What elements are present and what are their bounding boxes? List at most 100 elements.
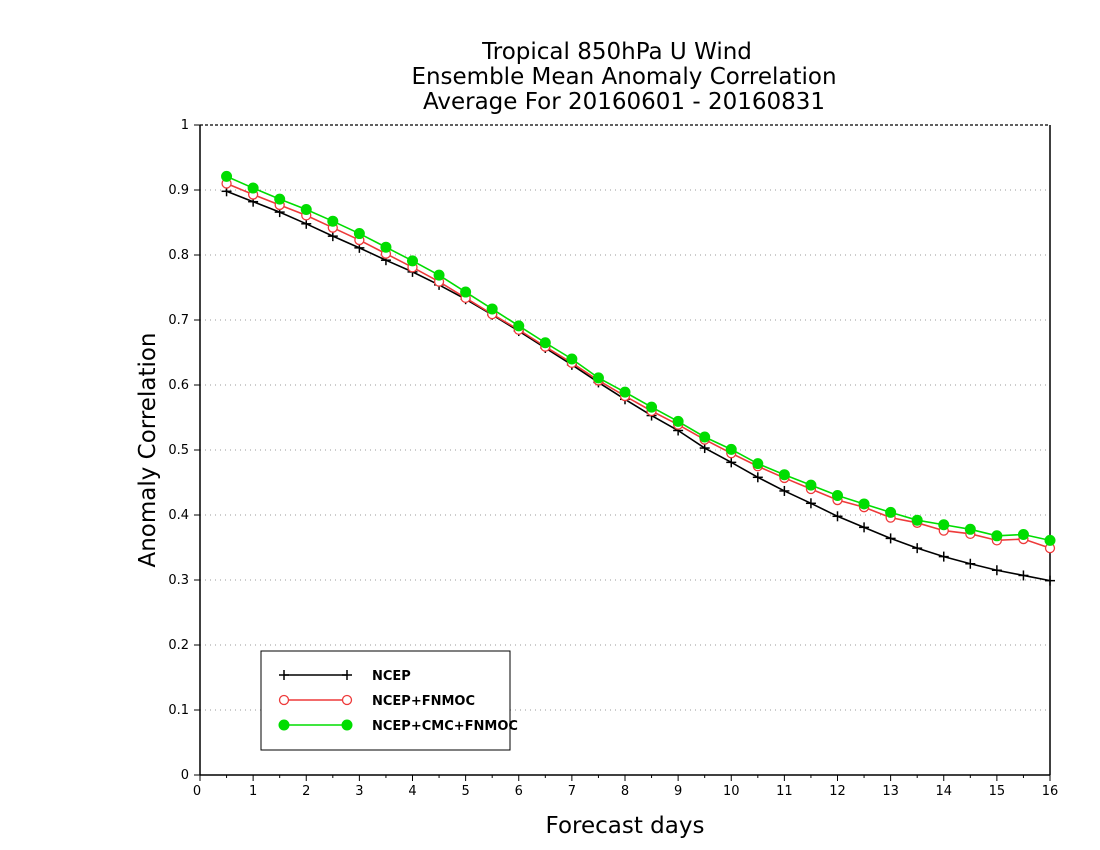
x-tick-label: 4: [408, 784, 416, 799]
legend-item-ncep-cmc-fnmoc: NCEP+CMC+FNMOC: [278, 719, 518, 734]
y-tick-label: 0.2: [168, 638, 189, 653]
data-point-ncep: [832, 511, 843, 522]
legend-item-ncep-fnmoc: NCEP+FNMOC: [278, 694, 475, 709]
y-tick-label: 0.1: [168, 703, 189, 718]
data-point-ncep-cmc-fnmoc: [513, 320, 525, 332]
grid: [200, 189, 1050, 711]
x-tick-label: 2: [302, 784, 310, 799]
y-tick-label: 0: [181, 768, 189, 783]
legend-label-ncep: NCEP: [372, 669, 411, 684]
data-point-ncep-cmc-fnmoc: [672, 415, 684, 427]
x-tick-label: 13: [882, 784, 899, 799]
y-tick-label: 0.9: [168, 183, 189, 198]
y-tick-label: 1: [181, 118, 189, 133]
x-tick-label: 14: [935, 784, 952, 799]
data-point-ncep-cmc-fnmoc: [247, 182, 259, 194]
data-point-ncep-cmc-fnmoc: [938, 519, 950, 531]
data-point-ncep: [779, 485, 790, 496]
data-point-ncep-cmc-fnmoc: [539, 337, 551, 349]
legend: NCEP NCEP+FNMOC NCEP+CMC+FNMOC: [260, 650, 518, 751]
x-tick-label: 0: [193, 784, 201, 799]
data-point-ncep-cmc-fnmoc: [460, 286, 472, 298]
data-point-ncep-cmc-fnmoc: [486, 303, 498, 315]
data-point-ncep-cmc-fnmoc: [380, 241, 392, 253]
legend-marker-right: [341, 694, 353, 706]
x-tick-label: 9: [674, 784, 682, 799]
legend-item-ncep: NCEP: [279, 669, 411, 684]
legend-marker-right: [342, 670, 352, 680]
y-tick-label: 0.8: [168, 248, 189, 263]
x-tick-label: 8: [621, 784, 629, 799]
data-point-ncep-cmc-fnmoc: [991, 530, 1003, 542]
data-point-ncep-cmc-fnmoc: [752, 458, 764, 470]
data-point-ncep: [726, 457, 737, 468]
x-tick-label: 16: [1042, 784, 1059, 799]
series-line-ncep-cmc-fnmoc: [226, 175, 1051, 542]
series-ncep-fnmoc: [221, 178, 1056, 554]
x-axis-label: Forecast days: [546, 813, 705, 839]
data-point-ncep: [1045, 575, 1055, 586]
legend-label-ncep-cmc-fnmoc: NCEP+CMC+FNMOC: [372, 719, 518, 734]
data-point-ncep-cmc-fnmoc: [832, 490, 843, 501]
x-tick-label: 3: [355, 784, 363, 799]
y-tick-label: 0.5: [168, 443, 189, 458]
x-tick-label: 15: [989, 784, 1006, 799]
data-point-ncep: [1018, 570, 1029, 581]
data-point-ncep: [991, 565, 1002, 576]
data-point-ncep-cmc-fnmoc: [592, 372, 604, 384]
data-point-ncep: [805, 498, 816, 509]
data-point-ncep-cmc-fnmoc: [885, 506, 897, 518]
y-axis-label: Anomaly Correlation: [135, 332, 161, 567]
series: [221, 170, 1056, 586]
data-point-ncep-cmc-fnmoc: [646, 401, 658, 413]
data-point-ncep-cmc-fnmoc: [407, 255, 418, 267]
y-tick-label: 0.3: [168, 573, 189, 588]
data-point-ncep-cmc-fnmoc: [327, 215, 339, 227]
data-point-ncep: [938, 551, 949, 562]
data-point-ncep-cmc-fnmoc: [1017, 529, 1029, 540]
data-point-ncep: [885, 533, 896, 544]
data-point-ncep-cmc-fnmoc: [619, 386, 631, 398]
series-ncep-cmc-fnmoc: [221, 170, 1056, 546]
data-point-ncep-cmc-fnmoc: [964, 523, 976, 535]
data-point-ncep-cmc-fnmoc: [778, 469, 790, 481]
data-point-ncep-cmc-fnmoc: [566, 353, 578, 365]
legend-marker-left: [278, 719, 290, 731]
data-point-ncep-cmc-fnmoc: [911, 514, 923, 526]
data-point-ncep: [912, 543, 923, 554]
x-tick-label: 6: [515, 784, 523, 799]
data-point-ncep-cmc-fnmoc: [725, 443, 737, 455]
title-line-1: Tropical 850hPa U Wind: [481, 39, 752, 65]
data-point-ncep-cmc-fnmoc: [433, 269, 445, 281]
data-point-ncep: [859, 522, 870, 533]
legend-label-ncep-fnmoc: NCEP+FNMOC: [372, 694, 475, 709]
x-tick-label: 11: [776, 784, 793, 799]
y-tick-label: 0.4: [168, 508, 189, 523]
x-tick-label: 10: [723, 784, 740, 799]
x-tick-label: 7: [568, 784, 576, 799]
y-tick-label: 0.7: [168, 313, 189, 328]
series-line-ncep: [226, 190, 1051, 582]
chart-title: Tropical 850hPa U Wind Ensemble Mean Ano…: [411, 39, 836, 115]
axes: 00.10.20.30.40.50.60.70.80.910 1 2 3 4 5 6 7 8 9 1…: [168, 118, 1058, 799]
x-tick-label: 12: [829, 784, 846, 799]
series-line-ncep-fnmoc: [226, 182, 1051, 549]
data-point-ncep-cmc-fnmoc: [274, 193, 286, 205]
x-tick-label: 5: [461, 784, 469, 799]
data-point-ncep: [965, 558, 976, 569]
data-point-ncep-cmc-fnmoc: [353, 228, 365, 240]
legend-marker-left: [278, 694, 290, 706]
data-point-ncep-cmc-fnmoc: [699, 431, 711, 443]
title-line-3: Average For 20160601 - 20160831: [423, 89, 825, 115]
data-point-ncep-cmc-fnmoc: [221, 170, 233, 182]
y-tick-label: 0.6: [168, 378, 189, 393]
data-point-ncep-cmc-fnmoc: [805, 479, 817, 491]
data-point-ncep-cmc-fnmoc: [1044, 534, 1056, 546]
title-line-2: Ensemble Mean Anomaly Correlation: [411, 64, 836, 90]
data-point-ncep-cmc-fnmoc: [858, 498, 870, 510]
data-point-ncep-cmc-fnmoc: [300, 204, 312, 215]
legend-marker-left: [279, 670, 289, 680]
x-tick-label: 1: [249, 784, 257, 799]
legend-marker-right: [341, 719, 353, 731]
